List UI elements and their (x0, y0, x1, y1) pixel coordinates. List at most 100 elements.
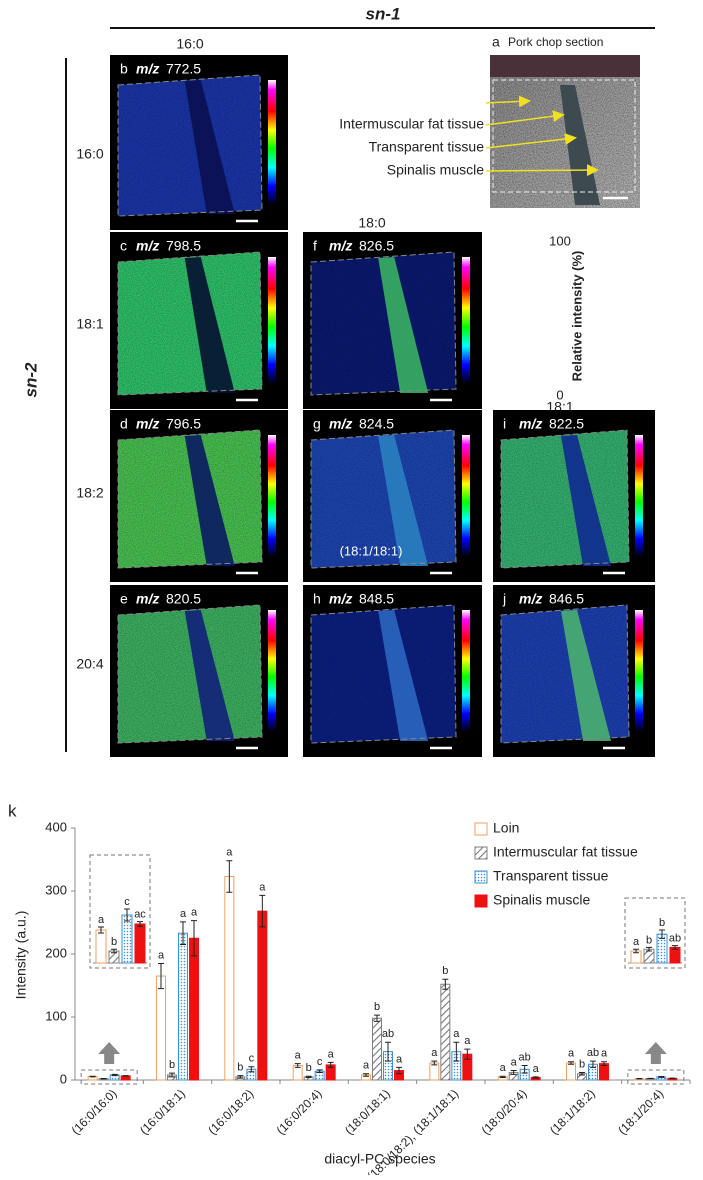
significance-letter: c (124, 896, 130, 908)
colorbar (268, 435, 276, 557)
y-tick-label: 400 (45, 819, 67, 834)
legend-label: Loin (493, 820, 519, 836)
mz-label: m/z (329, 416, 352, 432)
panel-letter: d (120, 416, 128, 432)
mz-label: m/z (136, 591, 159, 607)
x-tick-label: (18:0/18:1) (342, 1086, 393, 1137)
tissue-label: Intermuscular fat tissue (339, 116, 484, 132)
mz-value: 820.5 (166, 591, 201, 607)
significance-letter: a (453, 1028, 460, 1040)
x-tick-label: (18:1/20:4) (615, 1086, 666, 1137)
significance-letter: a (511, 1056, 518, 1068)
significance-letter: b (169, 1059, 175, 1071)
inset-arrow (98, 1042, 120, 1064)
panel-letter: a (492, 34, 500, 50)
panel-letter: h (313, 591, 321, 607)
significance-letter: a (500, 1062, 507, 1074)
significance-letter: b (237, 1061, 243, 1073)
significance-letter: a (363, 1060, 370, 1072)
significance-letter: a (533, 1063, 540, 1075)
significance-letter: a (259, 881, 266, 893)
panel-letter: k (8, 801, 17, 820)
bar (258, 911, 267, 1080)
tissue-label: Spinalis muscle (387, 162, 484, 178)
mz-value: 796.5 (166, 416, 201, 432)
panel-a: a Pork chop section Loin Intermuscular f… (339, 34, 640, 208)
significance-letter: ab (669, 933, 681, 945)
bar (225, 877, 234, 1080)
significance-letter: b (111, 936, 117, 948)
legend-swatch (475, 823, 487, 835)
panel-letter: j (502, 591, 506, 607)
y-axis-label: Intensity (a.u.) (13, 911, 29, 1000)
colorbar (268, 257, 276, 384)
colorbar (635, 610, 643, 732)
tissue-label: Transparent tissue (369, 139, 485, 155)
mz-value: 824.5 (359, 416, 394, 432)
significance-letter: ac (134, 909, 146, 921)
arrow (486, 170, 596, 171)
inset-bar (122, 915, 132, 963)
inset-arrow (645, 1042, 667, 1064)
significance-letter: a (328, 1048, 335, 1060)
error-bar (90, 1076, 96, 1077)
significance-letter: a (226, 847, 233, 859)
bar (179, 933, 188, 1080)
x-tick-label: (16:0/18:2) (205, 1086, 256, 1137)
legend-swatch (475, 895, 487, 907)
significance-letter: a (601, 1048, 608, 1060)
panel-letter: f (313, 238, 317, 254)
bar (190, 938, 199, 1080)
mz-value: 848.5 (359, 591, 394, 607)
error-bar (123, 1076, 129, 1077)
y-tick-label: 300 (45, 882, 67, 897)
tissue-label: Loin (458, 94, 484, 110)
legend-label: Intermuscular fat tissue (493, 844, 638, 860)
bar (441, 984, 450, 1080)
mz-value: 846.5 (549, 591, 584, 607)
colorbar (635, 435, 643, 557)
colorbar (462, 610, 470, 732)
panel-letter: i (503, 416, 506, 432)
significance-letter: ab (519, 1051, 531, 1063)
significance-letter: a (158, 949, 165, 961)
panel-letter: c (120, 238, 127, 254)
panel-letter: b (120, 61, 128, 77)
colorbar (462, 257, 470, 384)
significance-letter: a (180, 908, 187, 920)
significance-letter: b (659, 917, 665, 929)
bar (567, 1063, 576, 1080)
legend-swatch (475, 871, 487, 883)
inset-source-box (628, 1070, 684, 1084)
bar (600, 1064, 609, 1080)
significance-letter: a (396, 1053, 403, 1065)
colorbar (268, 610, 276, 732)
inset-bar (670, 947, 680, 963)
colorbar (268, 80, 276, 205)
bar (157, 976, 166, 1080)
mz-label: m/z (519, 416, 542, 432)
colorbar (462, 435, 470, 557)
x-tick-label: (18:0/20:4) (479, 1086, 530, 1137)
significance-letter: a (464, 1035, 471, 1047)
significance-letter: a (98, 914, 105, 926)
photo-rind (490, 55, 640, 77)
photo-texture (490, 55, 640, 208)
y-tick-label: 100 (45, 1008, 67, 1023)
sn1-label: sn-1 (366, 4, 401, 23)
mz-label: m/z (136, 61, 159, 77)
significance-letter: b (374, 1001, 380, 1013)
inset-bar (96, 930, 106, 963)
row-header: 16:0 (76, 146, 103, 162)
sn2-label: sn-2 (21, 362, 40, 398)
significance-letter: a (633, 936, 640, 948)
colorbar-min: 0 (556, 387, 563, 402)
